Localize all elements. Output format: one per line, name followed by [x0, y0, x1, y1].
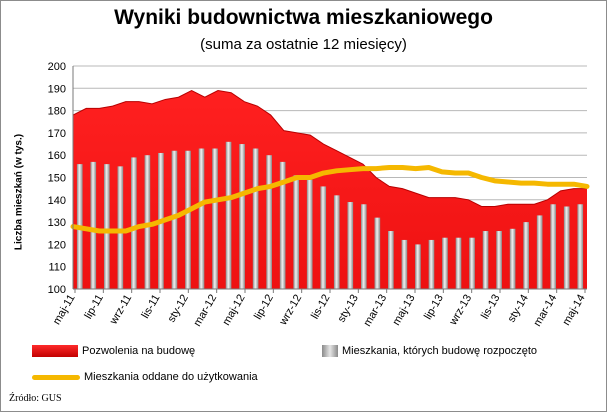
y-tick-label: 160 [48, 150, 66, 162]
bar-rozpoczete [388, 231, 394, 289]
y-tick-label: 180 [48, 106, 66, 118]
y-tick-label: 190 [48, 83, 66, 95]
bar-rozpoczete [239, 144, 245, 289]
chart-subtitle: (suma za ostatnie 12 miesięcy) [200, 36, 407, 53]
legend-label-bar: Mieszkania, których budowę rozpoczęto [342, 345, 538, 357]
bar-rozpoczete [279, 161, 286, 289]
bar-rozpoczete [374, 217, 381, 289]
x-tick-label: sty-12 [166, 293, 191, 325]
source-note: Źródło: GUS [9, 393, 62, 404]
legend-label-line: Mieszkania oddane do użytkowania [84, 371, 258, 383]
bar-rozpoczete [428, 239, 435, 289]
legend-item-area: Pozwolenia na budowę [32, 345, 195, 357]
x-tick-label: wrz-12 [277, 293, 304, 328]
bar-rozpoczete [415, 244, 421, 289]
line-series-oddane [70, 164, 590, 234]
x-tick-label: lip-11 [82, 293, 105, 322]
x-tick-label: lis-11 [139, 293, 162, 321]
x-tick-label: sty-14 [506, 293, 531, 325]
x-tick-label: mar-14 [531, 293, 559, 329]
y-tick-label: 110 [48, 262, 66, 274]
bar-rozpoczete [103, 164, 110, 289]
x-tick-label: mar-12 [191, 293, 219, 329]
bar-rozpoczete [293, 175, 300, 289]
x-tick-label: wrz-13 [447, 293, 474, 328]
bar-rozpoczete [266, 155, 272, 289]
x-tick-label: maj-12 [220, 293, 247, 328]
y-tick-label: 200 [48, 61, 66, 73]
y-tick-label: 150 [48, 173, 66, 185]
legend-label-area: Pozwolenia na budowę [82, 345, 196, 357]
bar-rozpoczete [360, 204, 367, 289]
bar-rozpoczete [455, 237, 462, 289]
legend-swatch-area [32, 345, 78, 357]
bar-rozpoczete [320, 186, 327, 289]
bar-rozpoczete [550, 204, 557, 289]
chart-title: Wyniki budownictwa mieszkaniowego [114, 6, 493, 29]
x-tick-label: lis-12 [309, 293, 333, 322]
bar-rozpoczete [252, 148, 259, 289]
y-tick-label: 140 [48, 195, 66, 207]
bar-rozpoczete [212, 148, 218, 289]
x-tick-label: mar-13 [361, 293, 389, 329]
x-tick-label: lip-12 [252, 293, 276, 322]
bar-rozpoczete [496, 231, 502, 289]
bar-rozpoczete [333, 195, 340, 289]
x-tick-label: maj-13 [390, 293, 417, 328]
x-tick-label: maj-11 [51, 293, 78, 327]
bar-rozpoczete [131, 157, 137, 289]
x-tick-label: sty-13 [336, 293, 361, 325]
y-tick-label: 120 [48, 239, 66, 251]
bar-rozpoczete [90, 161, 97, 289]
bar-rozpoczete [171, 150, 178, 289]
legend-swatch-bar [322, 345, 338, 357]
bar-rozpoczete [442, 237, 448, 289]
x-tick-label: lip-13 [422, 293, 446, 322]
y-tick-label: 170 [48, 128, 66, 140]
bar-rozpoczete [185, 150, 191, 289]
bar-rozpoczete [144, 155, 151, 289]
bar-rozpoczete [577, 204, 584, 289]
y-tick-label: 130 [48, 217, 66, 229]
y-tick-label: 100 [48, 284, 66, 296]
legend-item-bar: Mieszkania, których budowę rozpoczęto [322, 345, 537, 357]
bar-rozpoczete [198, 148, 205, 289]
bar-rozpoczete [536, 215, 543, 289]
bar-rozpoczete [225, 141, 232, 289]
legend-item-line: Mieszkania oddane do użytkowania [32, 371, 258, 383]
area-series-outline [72, 89, 587, 207]
legend-swatch-line [32, 374, 80, 380]
bar-rozpoczete [509, 228, 516, 289]
bar-rozpoczete [523, 222, 529, 289]
bar-rozpoczete [563, 206, 570, 289]
x-tick-label: lis-13 [479, 293, 503, 322]
bar-rozpoczete [469, 237, 475, 289]
bar-rozpoczete [401, 239, 408, 289]
x-tick-label: wrz-11 [107, 293, 134, 328]
bar-rozpoczete [117, 166, 124, 289]
bar-rozpoczete [306, 179, 313, 289]
bar-rozpoczete [482, 231, 489, 289]
x-tick-label: maj-14 [560, 293, 587, 328]
bar-rozpoczete [347, 202, 354, 289]
